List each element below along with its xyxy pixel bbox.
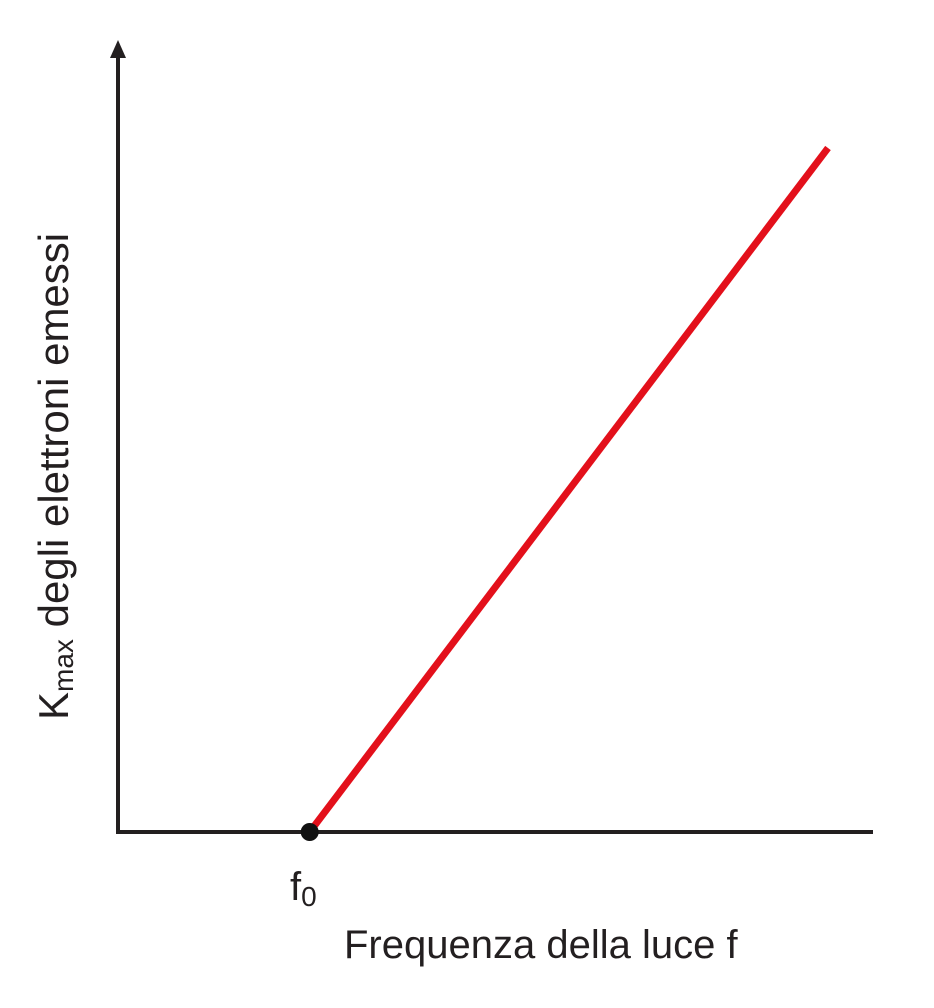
plot-area [300,145,831,841]
axes [110,40,873,834]
y-axis-label-group: Kmax degli elettroni emessi [30,233,79,720]
y-axis-label-rest: degli elettroni emessi [30,233,77,639]
y-axis-label-main: K [30,692,77,720]
series-line-0 [306,145,831,835]
threshold-point-0 [300,823,319,841]
y-axis-arrowhead [110,40,126,58]
x-tick-label-f0: f0 [290,865,317,912]
y-axis-label: Kmax degli elettroni emessi [30,233,79,720]
x-tick-label-subscript: 0 [301,881,317,912]
x-tick-label-main: f [290,865,302,909]
x-axis-label: Frequenza della luce f [344,923,738,967]
y-axis-label-subscript: max [48,639,79,692]
